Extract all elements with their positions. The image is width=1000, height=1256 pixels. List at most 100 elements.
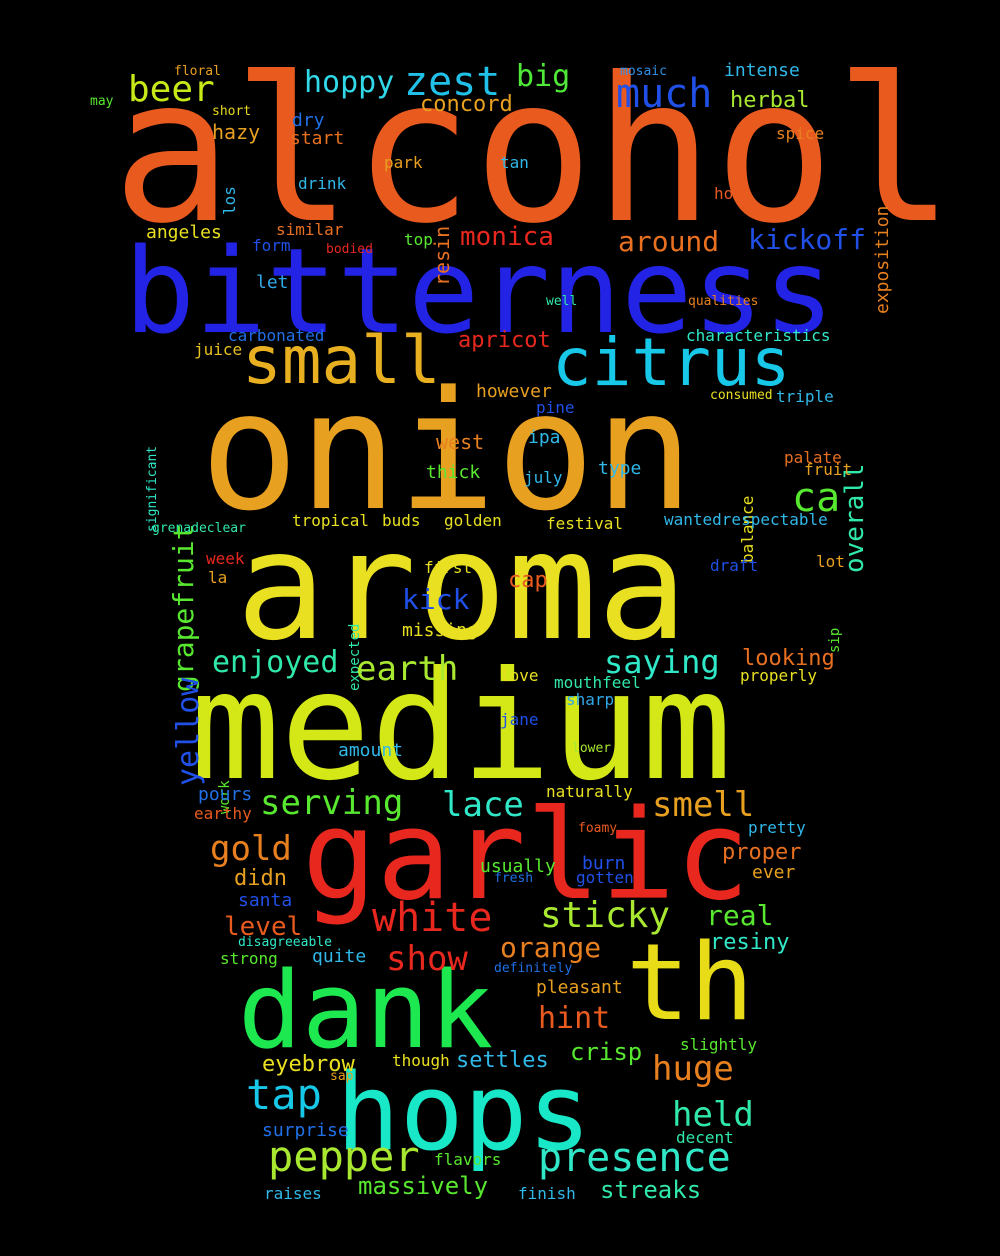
word-buds: buds — [382, 511, 421, 530]
word-first: first — [424, 558, 473, 577]
word-hops: hops — [336, 1051, 592, 1174]
word-disagreeable: disagreeable — [238, 935, 332, 950]
word-show: show — [386, 939, 468, 979]
word-resiny: resiny — [710, 930, 790, 955]
word-hazy: hazy — [212, 120, 261, 144]
word-slightly: slightly — [680, 1035, 758, 1054]
word-gold: gold — [210, 829, 292, 869]
word-sticky: sticky — [540, 895, 671, 936]
word-lower: lower — [572, 741, 612, 756]
word-july: july — [524, 468, 563, 487]
word-tan: tan — [500, 153, 529, 172]
word-yellow: yellow — [171, 677, 206, 786]
word-garlic: garlic — [302, 784, 750, 928]
word-usually: usually — [480, 856, 556, 877]
word-raises: raises — [264, 1184, 322, 1203]
word-earthy: earthy — [194, 804, 252, 823]
word-eyebrow: eyebrow — [262, 1052, 355, 1077]
word-zest: zest — [404, 59, 501, 105]
word-bitterness: bitterness — [124, 222, 835, 360]
word-finish: finish — [518, 1184, 576, 1203]
word-citrus: citrus — [552, 324, 791, 401]
word-drink: drink — [298, 174, 347, 193]
word-held: held — [672, 1095, 754, 1135]
word-grapefruit: grapefruit — [167, 523, 200, 692]
word-crisp: crisp — [570, 1038, 643, 1066]
word-hoppy: hoppy — [304, 65, 395, 100]
word-significant: significant — [145, 445, 160, 532]
word-kick: kick — [402, 583, 470, 616]
word-strong: strong — [220, 949, 278, 968]
word-amount: amount — [338, 740, 404, 761]
word-overall: overall — [840, 463, 870, 574]
word-ever: ever — [752, 862, 796, 883]
word-angeles: angeles — [146, 222, 222, 243]
word-start: start — [290, 128, 345, 149]
word-palate: palate — [784, 448, 842, 467]
word-pepper: pepper — [268, 1132, 420, 1181]
word-floral: floral — [174, 64, 221, 79]
word-monica: monica — [460, 222, 554, 252]
word-ca: ca — [792, 475, 841, 521]
word-resin: resin — [430, 225, 454, 286]
word-level: level — [224, 912, 303, 942]
word-herbal: herbal — [730, 88, 810, 113]
word-apricot: apricot — [458, 328, 551, 353]
word-orange: orange — [500, 931, 602, 964]
word-well: well — [546, 294, 578, 309]
word-balance: balance — [738, 495, 757, 564]
word-naturally: naturally — [546, 782, 633, 801]
word-draft: draft — [710, 556, 759, 575]
word-burn: burn — [582, 853, 626, 874]
word-surprise: surprise — [262, 1120, 349, 1141]
word-onion: onion — [200, 356, 694, 547]
word-proper: proper — [722, 840, 802, 865]
word-tap: tap — [246, 1070, 322, 1119]
word-lace: lace — [442, 785, 524, 825]
word-medium: medium — [190, 640, 732, 814]
word-similar: similar — [276, 220, 344, 239]
word-serving: serving — [260, 783, 404, 823]
word-earth: earth — [356, 649, 459, 689]
word-big: big — [516, 59, 571, 94]
word-beer: beer — [128, 69, 215, 110]
word-presence: presence — [538, 1135, 731, 1181]
word-week: week — [206, 549, 245, 568]
word-spice: spice — [776, 124, 825, 143]
word-real: real — [706, 899, 774, 932]
word-pretty: pretty — [748, 818, 806, 837]
word-wantedrespectable: wantedrespectable — [664, 510, 828, 529]
word-love: love — [500, 666, 539, 685]
word-smell: smell — [652, 785, 755, 825]
word-form: form — [252, 236, 291, 255]
word-santa: santa — [238, 890, 293, 911]
word-pleasant: pleasant — [536, 977, 623, 998]
word-tropical: tropical — [292, 511, 370, 530]
word-let: let — [256, 272, 289, 293]
word-around: around — [618, 225, 720, 258]
word-mouthfeel: mouthfeel — [554, 673, 641, 692]
word-didn: didn — [234, 866, 287, 891]
word-concord: concord — [420, 92, 513, 117]
word-properly: properly — [740, 666, 818, 685]
word-mosaic: mosaic — [620, 64, 667, 79]
word-white: white — [372, 895, 493, 941]
word-kickoff: kickoff — [748, 223, 867, 256]
word-alcohol: alcohol — [112, 35, 955, 268]
word-streaks: streaks — [600, 1176, 702, 1204]
word-park: park — [384, 153, 423, 172]
word-flavors: flavors — [434, 1150, 502, 1169]
word-foamy: foamy — [578, 821, 618, 836]
word-characteristics: characteristics — [686, 326, 831, 345]
word-festival: festival — [546, 514, 624, 533]
word-saying: saying — [604, 643, 720, 681]
word-intense: intense — [724, 60, 800, 81]
word-bodied: bodied — [326, 242, 373, 257]
word-juice: juice — [194, 340, 243, 359]
word-exposition: exposition — [872, 205, 893, 314]
word-sap: sap — [330, 1069, 354, 1084]
word-fruit: fruit — [804, 460, 853, 479]
word-gotten: gotten — [576, 868, 634, 887]
word-sharp: sharp — [566, 690, 615, 709]
